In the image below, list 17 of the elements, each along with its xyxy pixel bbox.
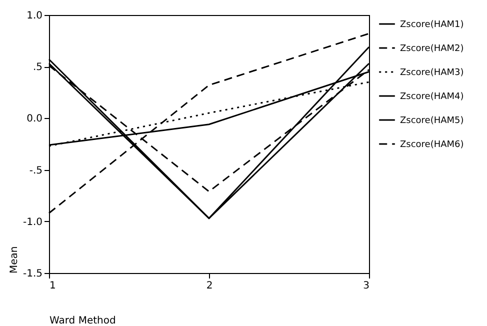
y-axis-title: Mean	[8, 246, 20, 274]
legend-label: Zscore(HAM3)	[400, 68, 464, 78]
legend-label: Zscore(HAM6)	[400, 140, 464, 150]
y-tick-label: 0.0	[26, 114, 42, 125]
legend-label: Zscore(HAM2)	[400, 44, 464, 54]
legend-label: Zscore(HAM1)	[400, 20, 464, 30]
y-tick-label: .5	[32, 62, 42, 74]
y-tick-label: -.5	[29, 165, 42, 176]
legend-label: Zscore(HAM4)	[400, 92, 464, 102]
y-tick-label: -1.5	[22, 268, 42, 280]
y-tick-label: 1.0	[26, 10, 42, 22]
x-tick-label: 3	[363, 280, 370, 292]
legend-label: Zscore(HAM5)	[400, 116, 464, 126]
x-axis-title: Ward Method	[50, 316, 116, 326]
y-tick-label: -1.0	[22, 216, 42, 228]
x-tick-label: 2	[206, 280, 213, 292]
x-tick-label: 1	[50, 280, 56, 292]
